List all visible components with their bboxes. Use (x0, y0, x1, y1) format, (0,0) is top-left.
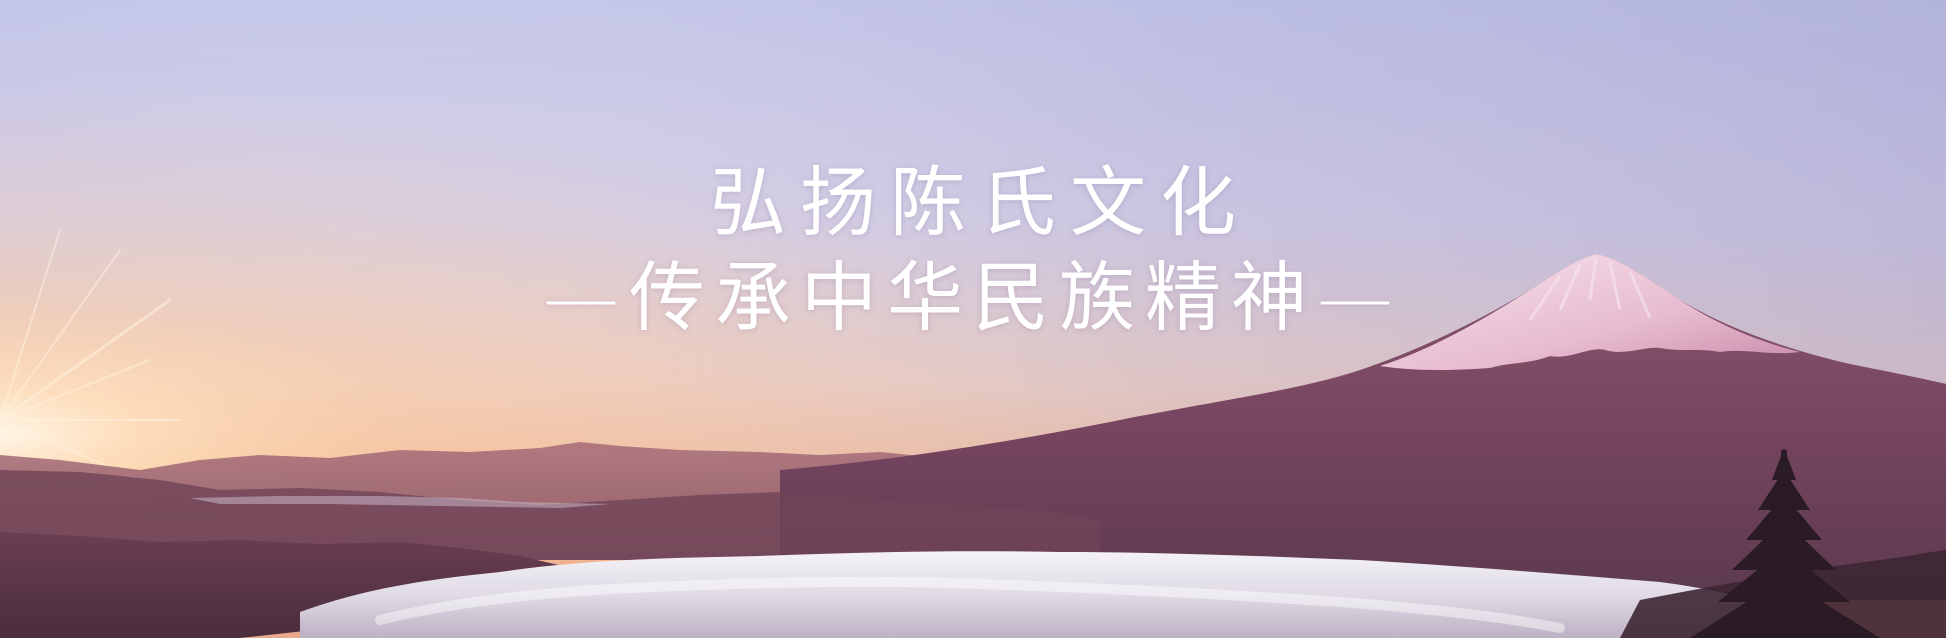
headline: 弘扬陈氏文化 —传承中华民族精神— (0, 158, 1946, 346)
headline-title: 弘扬陈氏文化 (14, 158, 1946, 248)
headline-subtitle: —传承中华民族精神— (0, 250, 1946, 346)
